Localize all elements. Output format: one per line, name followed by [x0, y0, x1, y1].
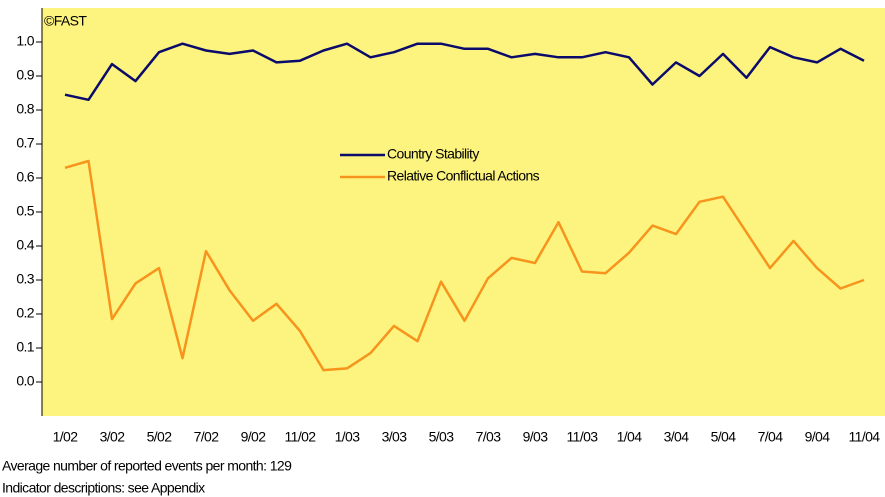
x-tick-label: 7/03 [476, 429, 502, 445]
y-tick-label: 0.8 [16, 101, 34, 117]
footnote: Average number of reported events per mo… [2, 458, 292, 474]
x-tick-label: 11/04 [849, 429, 881, 445]
x-tick-label: 9/04 [805, 429, 831, 445]
x-tick-label: 1/02 [53, 429, 79, 445]
y-tick-label: 0.1 [16, 339, 34, 355]
series-line [64, 42, 865, 102]
annotation: ©FAST [44, 13, 87, 29]
x-tick-label: 9/02 [241, 429, 267, 445]
y-tick-label: 0.5 [16, 203, 34, 219]
x-tick-label: 1/03 [335, 429, 361, 445]
x-tick-label: 7/02 [194, 429, 220, 445]
x-tick-label: 5/03 [429, 429, 455, 445]
legend-label: Relative Conflictual Actions [387, 168, 540, 184]
x-tick-label: 3/03 [382, 429, 408, 445]
x-tick-label: 7/04 [758, 429, 784, 445]
y-tick-label: 0.7 [16, 135, 34, 151]
x-tick-label: 1/04 [617, 429, 643, 445]
x-tick-label: 5/04 [711, 429, 737, 445]
series-line [64, 159, 865, 372]
y-tick-label: 0.0 [16, 373, 34, 389]
x-tick-label: 5/02 [147, 429, 173, 445]
y-tick-label: 0.2 [16, 305, 34, 321]
x-tick-label: 11/02 [285, 429, 317, 445]
legend-label: Country Stability [387, 146, 479, 162]
x-tick-label: 11/03 [567, 429, 599, 445]
y-tick-label: 0.9 [16, 67, 34, 83]
footnote: Indicator descriptions: see Appendix [2, 480, 205, 496]
plot-area [42, 8, 885, 416]
y-tick-label: 0.4 [16, 237, 34, 253]
x-tick-label: 3/02 [100, 429, 126, 445]
y-tick-label: 0.6 [16, 169, 34, 185]
x-tick-label: 9/03 [523, 429, 549, 445]
x-tick-label: 3/04 [664, 429, 690, 445]
y-tick-label: 0.3 [16, 271, 34, 287]
y-tick-label: 1.0 [16, 33, 34, 49]
